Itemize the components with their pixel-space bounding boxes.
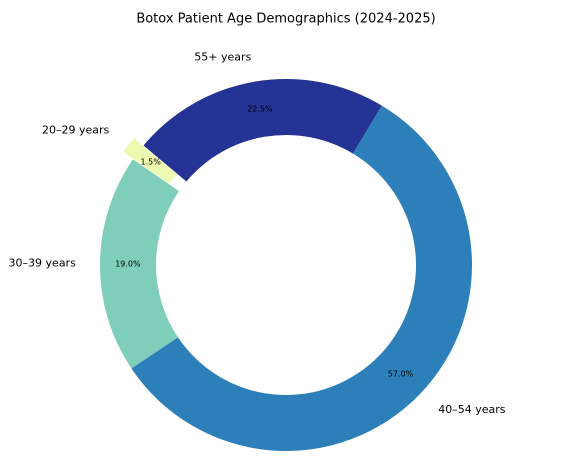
slice xyxy=(100,159,179,369)
value-label: 19.0% xyxy=(115,259,141,268)
category-label: 20–29 years xyxy=(42,123,110,136)
category-label: 40–54 years xyxy=(438,403,506,416)
value-label: 22.5% xyxy=(247,105,273,114)
slice xyxy=(131,105,472,451)
value-label: 57.0% xyxy=(388,370,414,379)
value-label: 1.5% xyxy=(141,157,162,166)
slice xyxy=(123,138,177,184)
chart-title: Botox Patient Age Demographics (2024-202… xyxy=(136,12,435,27)
category-label: 55+ years xyxy=(194,51,251,64)
category-label: 30–39 years xyxy=(9,257,77,270)
slice xyxy=(143,79,382,182)
